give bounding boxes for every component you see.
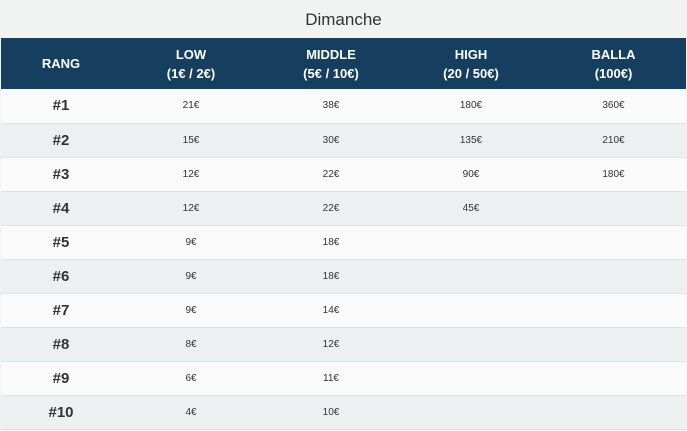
high-cell	[401, 259, 541, 294]
high-cell	[401, 225, 541, 260]
rank-cell: #4	[1, 191, 121, 226]
column-header-low: LOW (1€ / 2€)	[121, 38, 261, 89]
balla-cell: 360€	[541, 89, 686, 124]
table-body: #1 21€ 38€ 180€ 360€ #2 15€ 30€ 135€ 210…	[1, 89, 686, 430]
column-header-sublabel: (5€ / 10€)	[303, 65, 359, 81]
low-cell: 12€	[121, 191, 261, 226]
low-cell: 15€	[121, 123, 261, 158]
balla-cell	[541, 225, 686, 260]
rank-cell: #9	[1, 361, 121, 396]
middle-cell: 22€	[261, 157, 401, 192]
table-header: RANG LOW (1€ / 2€) MIDDLE (5€ / 10€) HIG…	[1, 38, 686, 89]
balla-cell	[541, 259, 686, 294]
middle-cell: 14€	[261, 293, 401, 328]
table-row: #7 9€ 14€	[1, 293, 686, 328]
column-header-balla: BALLA (100€)	[541, 38, 686, 89]
middle-cell: 11€	[261, 361, 401, 396]
low-cell: 9€	[121, 259, 261, 294]
table-row: #9 6€ 11€	[1, 361, 686, 396]
column-header-sublabel: (20 / 50€)	[443, 65, 499, 81]
balla-cell	[541, 293, 686, 328]
low-cell: 4€	[121, 395, 261, 430]
rank-cell: #8	[1, 327, 121, 362]
balla-cell	[541, 361, 686, 396]
table-header-row: RANG LOW (1€ / 2€) MIDDLE (5€ / 10€) HIG…	[1, 38, 686, 89]
low-cell: 9€	[121, 225, 261, 260]
high-cell: 180€	[401, 89, 541, 124]
column-header-label: RANG	[41, 56, 81, 71]
balla-cell: 210€	[541, 123, 686, 158]
table-row: #5 9€ 18€	[1, 225, 686, 260]
middle-cell: 18€	[261, 259, 401, 294]
column-header-high: HIGH (20 / 50€)	[401, 38, 541, 89]
balla-cell	[541, 395, 686, 430]
high-cell: 90€	[401, 157, 541, 192]
middle-cell: 18€	[261, 225, 401, 260]
high-cell	[401, 327, 541, 362]
balla-cell: 180€	[541, 157, 686, 192]
table-row: #1 21€ 38€ 180€ 360€	[1, 89, 686, 124]
column-header-sublabel: (100€)	[594, 65, 633, 81]
balla-cell	[541, 191, 686, 226]
rank-cell: #3	[1, 157, 121, 192]
table-row: #6 9€ 18€	[1, 259, 686, 294]
rank-cell: #1	[1, 89, 121, 124]
column-header-label: MIDDLE	[306, 46, 356, 62]
middle-cell: 12€	[261, 327, 401, 362]
column-header-label: HIGH	[454, 46, 488, 62]
rank-cell: #5	[1, 225, 121, 260]
middle-cell: 30€	[261, 123, 401, 158]
column-header-sublabel: (1€ / 2€)	[166, 65, 216, 81]
low-cell: 21€	[121, 89, 261, 124]
page-title: Dimanche	[305, 10, 382, 29]
table-row: #10 4€ 10€	[1, 395, 686, 430]
low-cell: 8€	[121, 327, 261, 362]
rank-cell: #6	[1, 259, 121, 294]
rank-cell: #10	[1, 395, 121, 430]
table-row: #8 8€ 12€	[1, 327, 686, 362]
table-row: #4 12€ 22€ 45€	[1, 191, 686, 226]
rank-cell: #2	[1, 123, 121, 158]
middle-cell: 22€	[261, 191, 401, 226]
low-cell: 9€	[121, 293, 261, 328]
middle-cell: 38€	[261, 89, 401, 124]
column-header-rang: RANG	[1, 38, 121, 89]
high-cell: 45€	[401, 191, 541, 226]
table-row: #2 15€ 30€ 135€ 210€	[1, 123, 686, 158]
balla-cell	[541, 327, 686, 362]
column-header-middle: MIDDLE (5€ / 10€)	[261, 38, 401, 89]
prize-table: RANG LOW (1€ / 2€) MIDDLE (5€ / 10€) HIG…	[1, 38, 686, 430]
column-header-label: LOW	[175, 46, 207, 62]
low-cell: 12€	[121, 157, 261, 192]
middle-cell: 10€	[261, 395, 401, 430]
low-cell: 6€	[121, 361, 261, 396]
high-cell	[401, 361, 541, 396]
high-cell	[401, 395, 541, 430]
high-cell: 135€	[401, 123, 541, 158]
rank-cell: #7	[1, 293, 121, 328]
high-cell	[401, 293, 541, 328]
table-row: #3 12€ 22€ 90€ 180€	[1, 157, 686, 192]
column-header-label: BALLA	[591, 46, 636, 62]
